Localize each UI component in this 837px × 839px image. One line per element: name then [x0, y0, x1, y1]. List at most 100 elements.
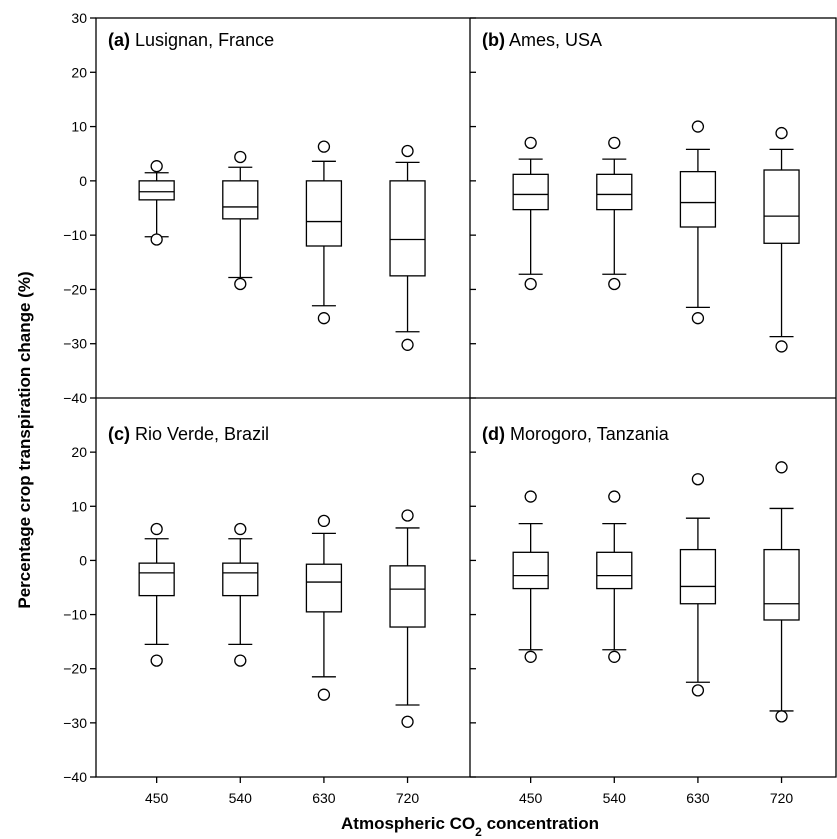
outlier-point — [150, 160, 163, 173]
box-540 — [222, 150, 259, 291]
outlier-point — [691, 120, 705, 133]
panel-site: Morogoro, Tanzania — [505, 424, 670, 444]
outlier-point — [150, 654, 163, 667]
panel-title: (b) Ames, USA — [482, 30, 602, 50]
plot-frame — [95, 17, 837, 778]
outlier-point — [150, 233, 163, 246]
box-iqr — [679, 170, 717, 228]
outlier-point — [401, 715, 414, 728]
x-axis-title-suffix: concentration — [482, 814, 599, 833]
axis-ticks: −40 −30 −20 −10 0 10 20 30 −40 −30 −20 −10 0 10 20 450 5… — [63, 10, 793, 806]
box-540 — [222, 522, 259, 667]
y-tick-label-top: −30 — [63, 336, 87, 352]
y-tick-label-top: 30 — [71, 10, 87, 26]
box-450 — [138, 160, 175, 246]
box-iqr — [763, 548, 800, 621]
box-iqr — [512, 173, 549, 211]
panel-letter: (d) — [482, 424, 505, 444]
box-iqr — [305, 180, 343, 247]
x-tick-label-450: 450 — [519, 790, 543, 806]
y-tick-label-bottom: 0 — [79, 552, 87, 568]
outlier-point — [524, 490, 537, 503]
box-450 — [512, 136, 549, 291]
outlier-point — [608, 490, 621, 503]
y-tick-label-top: 0 — [79, 173, 87, 189]
outlier-point — [317, 514, 331, 528]
y-tick-label-top: −40 — [63, 390, 87, 406]
panel-letter: (c) — [108, 424, 130, 444]
y-tick-label-top: 10 — [71, 119, 87, 135]
box-450 — [512, 490, 549, 663]
outlier-point — [401, 338, 414, 351]
outlier-point — [775, 340, 788, 353]
x-axis-title-subscript: 2 — [475, 825, 482, 839]
box-iqr — [596, 551, 633, 590]
x-axis-title: Atmospheric CO2 concentration — [341, 814, 599, 839]
panel-3: (d) Morogoro, Tanzania — [482, 424, 800, 723]
y-tick-label-bottom: −30 — [63, 715, 87, 731]
outlier-point — [401, 144, 414, 158]
y-tick-label-bottom: 20 — [71, 444, 87, 460]
box-720 — [389, 144, 426, 351]
outlier-point — [608, 277, 621, 291]
outlier-point — [608, 136, 621, 150]
outlier-point — [234, 522, 247, 536]
box-iqr — [679, 548, 717, 605]
x-axis-title-main: Atmospheric CO — [341, 814, 475, 833]
panel-1: (b) Ames, USA — [482, 30, 800, 353]
y-tick-label-bottom: 10 — [71, 498, 87, 514]
box-630 — [305, 140, 343, 325]
x-tick-label-720: 720 — [770, 790, 794, 806]
box-iqr — [389, 565, 426, 628]
panel-title: (d) Morogoro, Tanzania — [482, 424, 670, 444]
box-marks: (a) Lusignan, France (b) Ames, USA (c) Rio… — [108, 30, 800, 728]
box-540 — [596, 490, 633, 663]
outlier-point — [317, 688, 331, 701]
y-tick-label-bottom: −20 — [63, 661, 87, 677]
box-iqr — [138, 180, 175, 201]
box-iqr — [596, 173, 633, 211]
panel-title: (a) Lusignan, France — [108, 30, 274, 50]
panel-2: (c) Rio Verde, Brazil — [108, 424, 426, 728]
x-tick-label-450: 450 — [145, 790, 169, 806]
panel-0: (a) Lusignan, France — [108, 30, 426, 351]
box-630 — [305, 514, 343, 701]
outlier-point — [775, 461, 788, 474]
panel-site: Lusignan, France — [130, 30, 274, 50]
y-tick-label-bottom: −10 — [63, 607, 87, 623]
box-450 — [138, 522, 175, 667]
box-iqr — [763, 169, 800, 244]
box-iqr — [389, 180, 426, 277]
box-iqr — [222, 180, 259, 220]
outlier-point — [775, 710, 788, 723]
box-630 — [679, 473, 717, 697]
outlier-point — [775, 126, 788, 140]
outlier-point — [524, 277, 537, 291]
box-630 — [679, 120, 717, 325]
y-tick-label-top: −10 — [63, 227, 87, 243]
box-iqr — [512, 551, 549, 590]
box-720 — [389, 509, 426, 728]
outlier-point — [234, 150, 247, 164]
outlier-point — [401, 509, 414, 522]
box-iqr — [222, 562, 259, 597]
outlier-point — [234, 277, 247, 291]
y-tick-label-top: 20 — [71, 64, 87, 80]
y-tick-label-bottom: −40 — [63, 769, 87, 785]
x-tick-label-630: 630 — [312, 790, 336, 806]
x-tick-label-720: 720 — [396, 790, 420, 806]
outlier-point — [524, 650, 537, 663]
panel-letter: (a) — [108, 30, 130, 50]
box-720 — [763, 126, 800, 353]
x-tick-label-630: 630 — [686, 790, 710, 806]
outlier-point — [317, 140, 331, 153]
outlier-point — [691, 312, 705, 325]
box-720 — [763, 461, 800, 723]
outlier-point — [317, 312, 331, 325]
box-540 — [596, 136, 633, 291]
outlier-point — [691, 473, 705, 486]
panel-site: Rio Verde, Brazil — [130, 424, 269, 444]
outlier-point — [524, 136, 537, 150]
box-iqr — [138, 562, 175, 597]
